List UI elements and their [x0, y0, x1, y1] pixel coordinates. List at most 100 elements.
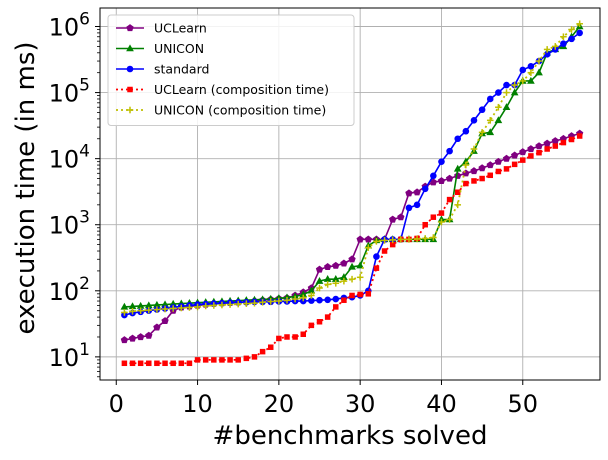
data-point — [128, 302, 137, 310]
data-point — [356, 261, 365, 269]
data-point — [267, 344, 274, 350]
data-point — [275, 297, 283, 305]
data-point — [373, 238, 380, 245]
data-point — [323, 263, 332, 271]
data-point — [527, 145, 535, 153]
data-point — [211, 357, 217, 363]
data-point — [510, 88, 519, 96]
x-axis-label: #benchmarks solved — [213, 421, 488, 451]
y-tick-label: 102 — [49, 274, 90, 306]
data-point — [153, 323, 161, 331]
y-tick-label: 104 — [49, 142, 90, 174]
legend-label: UCLearn — [154, 21, 207, 36]
data-point — [349, 292, 355, 299]
data-point — [348, 275, 356, 283]
data-point — [438, 218, 445, 226]
data-point — [202, 302, 209, 310]
data-point — [324, 281, 331, 288]
data-point — [487, 172, 493, 179]
data-point — [340, 259, 348, 267]
data-point — [519, 77, 527, 85]
data-point — [576, 20, 583, 28]
y-tick-base: 10 — [49, 344, 80, 372]
y-tick-exponent: 3 — [79, 208, 90, 228]
data-point — [494, 157, 503, 165]
data-point — [479, 175, 485, 182]
data-point — [421, 185, 429, 193]
data-point — [234, 300, 242, 308]
data-point — [527, 69, 535, 76]
data-point — [413, 235, 421, 243]
x-tick-label: 30 — [345, 390, 376, 418]
data-point — [527, 62, 535, 70]
y-tick-exponent: 4 — [79, 142, 90, 162]
data-point — [170, 360, 176, 367]
data-point — [520, 157, 526, 163]
data-point — [470, 167, 478, 175]
data-point — [210, 302, 218, 309]
x-tick-label: 20 — [264, 390, 295, 418]
y-tick-base: 10 — [49, 278, 80, 306]
data-point — [397, 236, 405, 243]
data-point — [503, 166, 510, 172]
data-point — [169, 305, 177, 312]
data-point — [126, 106, 134, 114]
data-point — [445, 174, 454, 182]
data-point — [495, 103, 502, 111]
data-point — [129, 360, 136, 367]
y-tick-base: 10 — [49, 146, 80, 174]
data-point — [527, 76, 535, 84]
legend-label: UNICON — [154, 41, 204, 56]
data-point — [544, 146, 550, 152]
data-point — [136, 301, 145, 309]
data-point — [430, 172, 437, 180]
data-point — [291, 295, 299, 303]
x-tick-label: 50 — [507, 390, 538, 418]
data-point — [470, 117, 478, 124]
data-point — [552, 143, 559, 149]
y-axis-label: execution time (in ms) — [11, 41, 41, 334]
data-point — [413, 201, 421, 209]
data-point — [194, 303, 201, 311]
data-point — [576, 133, 583, 139]
data-point — [194, 357, 201, 363]
data-point — [340, 277, 348, 285]
data-point — [535, 142, 543, 150]
data-point — [486, 128, 495, 136]
data-point — [300, 331, 307, 337]
data-point — [178, 304, 185, 312]
data-point — [153, 306, 161, 313]
data-point — [126, 44, 134, 52]
data-point — [502, 154, 511, 162]
data-point — [292, 334, 298, 340]
data-point — [323, 275, 332, 282]
data-point — [413, 188, 421, 196]
data-point — [162, 360, 168, 367]
legend-entry: UNICON (composition time) — [116, 103, 326, 118]
data-point — [551, 43, 559, 50]
y-tick-label: 103 — [49, 208, 90, 240]
data-point — [510, 151, 519, 159]
legend-label: UCLearn (composition time) — [154, 82, 329, 97]
data-point — [154, 360, 160, 367]
data-point — [186, 304, 193, 311]
data-point — [462, 169, 470, 177]
data-point — [470, 145, 478, 153]
data-point — [126, 24, 134, 32]
data-point — [127, 86, 133, 93]
y-tick-exponent: 5 — [79, 76, 90, 96]
data-point — [121, 360, 128, 367]
data-point — [144, 301, 153, 309]
data-point — [430, 234, 437, 241]
data-point — [145, 331, 153, 339]
series-3 — [121, 133, 583, 367]
data-point — [129, 307, 136, 315]
data-point — [502, 103, 511, 110]
data-point — [421, 235, 429, 242]
data-point — [299, 294, 307, 302]
y-tick-exponent: 1 — [79, 340, 90, 360]
data-point — [576, 29, 583, 37]
data-point — [307, 286, 316, 294]
data-point — [316, 296, 323, 304]
data-point — [121, 309, 128, 316]
